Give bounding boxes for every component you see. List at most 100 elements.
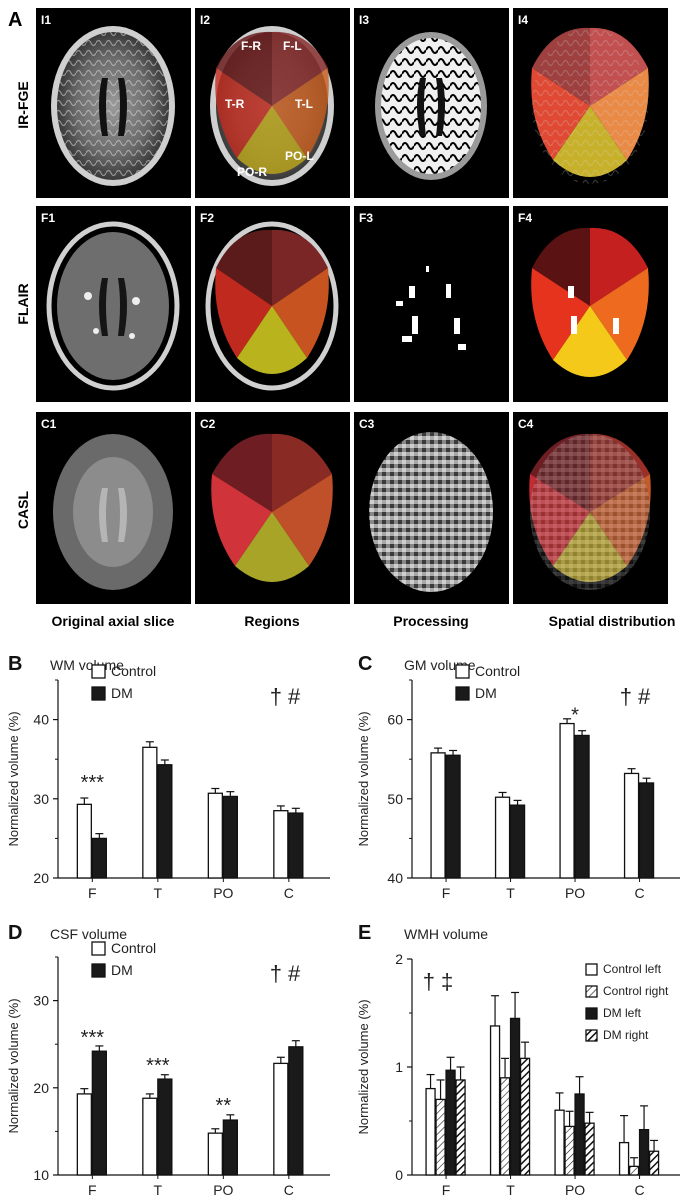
legend-label: Control left (603, 962, 662, 976)
bar (142, 746, 158, 879)
bar (628, 1165, 640, 1176)
panel-a-letter: A (8, 9, 22, 31)
region-label-t-l: T-L (295, 97, 313, 111)
bar (564, 1125, 575, 1176)
panel-letter-c: C (358, 653, 372, 675)
y-tick-label: 50 (387, 791, 403, 807)
bar (425, 1087, 436, 1176)
region-label-po-r: PO-R (237, 165, 267, 179)
significance-note: † # (620, 684, 651, 709)
x-tick-label: C (284, 885, 294, 901)
x-tick-label: F (442, 885, 451, 901)
x-tick-label: T (154, 885, 163, 901)
bar (455, 1079, 466, 1176)
x-tick-label: PO (565, 885, 585, 901)
bar (288, 812, 304, 879)
bar (623, 772, 640, 879)
x-tick-label: F (88, 885, 97, 901)
region-label-t-r: T-R (225, 97, 245, 111)
bar (157, 1078, 173, 1176)
x-tick-label: T (154, 1182, 163, 1198)
tile-c4: C4 (513, 412, 668, 604)
bar (638, 782, 655, 879)
y-tick-label: 30 (33, 791, 49, 807)
tile-i3: I3 (354, 8, 509, 198)
bar (499, 1077, 511, 1176)
bar (584, 1122, 595, 1176)
x-tick-label: PO (213, 1182, 233, 1198)
bar (273, 1062, 289, 1176)
bar (288, 1046, 304, 1176)
x-tick-label: T (506, 885, 515, 901)
significance-marker: *** (81, 1027, 105, 1049)
tile-label-c3: C3 (359, 417, 375, 431)
y-tick-label: 60 (387, 712, 403, 728)
legend-swatch (91, 664, 106, 679)
tile-c2: C2 (195, 412, 350, 604)
significance-note: † # (270, 684, 301, 709)
tile-label-f1: F1 (41, 211, 55, 225)
tile-label-f2: F2 (200, 211, 214, 225)
bar (91, 1050, 107, 1176)
tile-label-i4: I4 (518, 13, 528, 27)
panel-a-image-grid: A IR-FGE FLAIR CASL I1 I (8, 8, 676, 629)
tile-f4: F4 (513, 206, 668, 402)
bar (222, 795, 238, 879)
legend-swatch (455, 664, 470, 679)
chart-title-e: WMH volume (404, 926, 488, 942)
region-label-f-l: F-L (283, 39, 302, 53)
x-tick-label: F (88, 1182, 97, 1198)
tile-label-c2: C2 (200, 417, 216, 431)
y-tick-label: 40 (387, 870, 403, 886)
significance-note: † ‡ (423, 969, 454, 994)
tile-label-c1: C1 (41, 417, 57, 431)
bar (559, 722, 575, 879)
bar (574, 734, 590, 879)
tile-i4: I4 (513, 8, 668, 198)
tile-f2: F2 (195, 206, 350, 402)
bar (157, 764, 173, 879)
bar (91, 837, 107, 879)
bar (142, 1097, 158, 1176)
bar (207, 792, 223, 879)
x-tick-label: C (284, 1182, 294, 1198)
legend-swatch (585, 985, 598, 998)
tile-label-i2: I2 (200, 13, 210, 27)
legend-label: DM left (603, 1006, 642, 1020)
bar (435, 1098, 446, 1176)
bar (489, 1025, 501, 1176)
bar (509, 804, 526, 879)
significance-marker: *** (81, 772, 105, 794)
tile-c3: C3 (354, 412, 509, 604)
significance-marker: * (571, 705, 579, 727)
legend-swatch (91, 686, 106, 701)
x-tick-label: PO (565, 1182, 585, 1198)
column-title-spatial-distribution: Spatial distribution (549, 613, 676, 629)
legend-swatch (91, 963, 106, 978)
bar (618, 1141, 630, 1176)
legend-label: DM (111, 962, 133, 978)
x-tick-label: T (506, 1182, 515, 1198)
y-axis-label: Normalized volume (%) (356, 999, 371, 1134)
bar (76, 1093, 92, 1176)
y-axis-label: Normalized volume (%) (6, 998, 21, 1133)
legend-label: Control (111, 663, 156, 679)
legend-label: DM (111, 685, 133, 701)
legend-label: Control right (603, 984, 669, 998)
y-tick-label: 2 (395, 951, 403, 967)
chart-panel-d: D CSF volume 10 20 30 Normalized volume (%) F T… (6, 922, 330, 1198)
tile-c1: C1 (36, 412, 191, 604)
y-tick-label: 20 (33, 1080, 49, 1096)
bar (648, 1150, 660, 1176)
x-tick-label: C (634, 885, 644, 901)
column-title-regions: Regions (244, 613, 299, 629)
row-label-casl: CASL (15, 491, 31, 530)
y-tick-label: 40 (33, 712, 49, 728)
x-tick-label: PO (213, 885, 233, 901)
y-axis-label: Normalized volume (%) (356, 711, 371, 846)
bar (509, 1017, 521, 1176)
bar (574, 1093, 585, 1176)
bar (430, 752, 446, 879)
region-label-f-r: F-R (241, 39, 261, 53)
